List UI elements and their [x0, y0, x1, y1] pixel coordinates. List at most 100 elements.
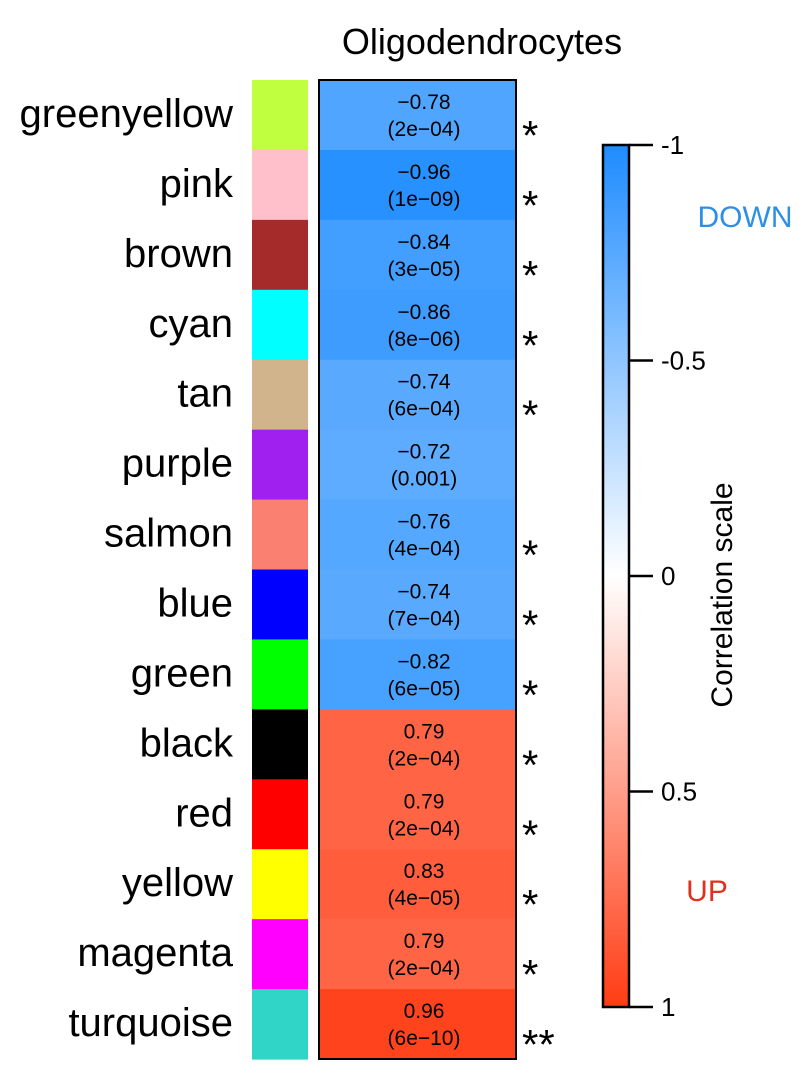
significance-stars: * [522, 252, 538, 299]
module-label: purple [122, 442, 233, 486]
p-value: (2e−04) [388, 957, 461, 980]
heatmap-cell [319, 499, 516, 571]
significance-stars: * [522, 112, 538, 159]
correlation-value: −0.86 [397, 301, 450, 324]
correlation-value: 0.79 [404, 930, 445, 953]
significance-stars: * [522, 811, 538, 858]
heatmap-row: pink −0.96 (1e−09) * [160, 149, 538, 229]
correlation-value: −0.72 [397, 441, 450, 464]
heatmap-cell [319, 359, 516, 431]
module-swatch [252, 429, 308, 501]
heatmap-row: yellow 0.83 (4e−05) * [122, 849, 538, 928]
heatmap-cell [319, 639, 516, 710]
module-swatch [252, 849, 308, 920]
correlation-value: −0.82 [397, 650, 450, 673]
p-value: (4e−04) [388, 538, 461, 561]
module-label: yellow [122, 861, 233, 905]
up-label: UP [686, 875, 728, 908]
significance-stars: * [522, 951, 538, 998]
significance-stars: * [522, 392, 538, 439]
down-label: DOWN [698, 201, 793, 234]
p-value: (8e−06) [388, 328, 461, 351]
chart-title: Oligodendrocytes [342, 21, 622, 62]
heatmap-cell [319, 219, 516, 291]
heatmap-cell [319, 709, 516, 780]
module-swatch [252, 359, 308, 431]
module-label: red [175, 791, 233, 835]
heatmap-row: tan −0.74 (6e−04) * [177, 359, 538, 439]
correlation-value: −0.74 [397, 581, 450, 604]
heatmap-row: green −0.82 (6e−05) * [131, 639, 538, 718]
colorbar-ticks: -1 -0.5 0 0.5 1 [629, 130, 706, 1022]
correlation-value: 0.83 [404, 860, 445, 883]
p-value: (2e−04) [388, 118, 461, 141]
module-swatch [252, 499, 308, 571]
heatmap-cell [319, 289, 516, 361]
p-value: (6e−10) [388, 1027, 461, 1050]
module-swatch [252, 989, 308, 1060]
heatmap-cell [319, 849, 516, 920]
significance-stars: * [522, 182, 538, 229]
colorbar: -1 -0.5 0 0.5 1 Correlation scale [601, 130, 739, 1022]
heatmap-cell [319, 989, 516, 1060]
correlation-value: −0.78 [397, 91, 450, 114]
correlation-value: 0.79 [404, 790, 445, 813]
correlation-value: 0.79 [404, 720, 445, 743]
colorbar-tick-label: 0 [661, 561, 675, 591]
p-value: (3e−05) [388, 258, 461, 281]
significance-stars: * [522, 532, 538, 579]
module-label: green [131, 651, 233, 695]
p-value: (7e−04) [388, 608, 461, 631]
heatmap-cell [319, 149, 516, 221]
colorbar-tick-label: 1 [661, 992, 675, 1022]
colorbar-tick-label: 0.5 [661, 777, 697, 807]
heatmap-row: blue −0.74 (7e−04) * [157, 569, 538, 649]
correlation-value: −0.76 [397, 511, 450, 534]
heatmap-border [318, 79, 517, 1060]
p-value: (6e−05) [388, 677, 461, 700]
heatmap-row: brown −0.84 (3e−05) * [124, 219, 538, 299]
heatmap-row: purple −0.72 (0.001) [122, 429, 516, 501]
module-label: cyan [149, 302, 234, 346]
heatmap-cell [319, 919, 516, 990]
module-label: blue [157, 582, 233, 626]
heatmap-row: turquoise 0.96 (6e−10) ** [68, 989, 555, 1068]
significance-stars: * [522, 322, 538, 369]
module-swatch [252, 219, 308, 291]
heatmap-cell [319, 569, 516, 641]
p-value: (2e−04) [388, 747, 461, 770]
module-label: black [140, 721, 234, 765]
significance-stars: * [522, 671, 538, 718]
module-label: pink [160, 162, 234, 206]
heatmap-cell [319, 429, 516, 501]
correlation-value: −0.84 [397, 231, 450, 254]
colorbar-tick-label: -0.5 [661, 346, 706, 376]
module-label: salmon [104, 512, 233, 556]
colorbar-gradient [601, 143, 631, 1009]
colorbar-tick-label: -1 [661, 130, 684, 160]
module-swatch [252, 569, 308, 641]
module-label: brown [124, 232, 233, 276]
module-label: greenyellow [20, 92, 234, 136]
module-swatch [252, 80, 308, 151]
colorbar-label: Correlation scale [706, 482, 739, 707]
heatmap-cell [319, 779, 516, 850]
module-swatch [252, 779, 308, 850]
module-label: magenta [77, 931, 233, 975]
significance-stars: * [522, 881, 538, 928]
heatmap-row: cyan −0.86 (8e−06) * [149, 289, 538, 369]
module-label: turquoise [68, 1001, 233, 1045]
heatmap-row: black 0.79 (2e−04) * [140, 709, 538, 788]
p-value: (2e−04) [388, 817, 461, 840]
module-swatch [252, 289, 308, 361]
heatmap-row: red 0.79 (2e−04) * [175, 779, 538, 858]
heatmap-row: salmon −0.76 (4e−04) * [104, 499, 538, 579]
p-value: (1e−09) [388, 188, 461, 211]
correlation-value: −0.74 [397, 371, 450, 394]
heatmap-row: greenyellow −0.78 (2e−04) * [20, 80, 538, 159]
heatmap-rows: greenyellow −0.78(2e−04) *pink −0.96(1e−09)… [20, 80, 555, 1068]
module-swatch [252, 639, 308, 710]
p-value: (4e−05) [388, 887, 461, 910]
heatmap-row: magenta 0.79 (2e−04) * [77, 919, 538, 998]
